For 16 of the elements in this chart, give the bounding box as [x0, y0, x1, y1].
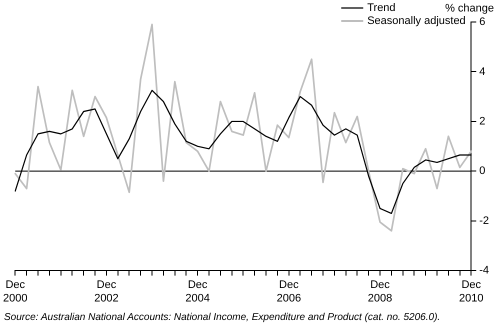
y-tick-label: -4 [479, 264, 489, 277]
y-tick-label: 2 [479, 115, 486, 128]
x-tick-label: Dec 2002 [94, 279, 119, 304]
x-tick-label: Dec 2004 [185, 279, 210, 304]
y-tick-label: 0 [479, 165, 486, 178]
y-axis-title: % change [445, 2, 494, 15]
x-tick-label: Dec 2000 [2, 279, 28, 304]
x-tick-label: Dec 2010 [458, 279, 484, 304]
legend-label: Trend [367, 2, 396, 14]
source-note: Source: Australian National Accounts: National Income, Expenditure and Product (cat. no. 5206.0). [3, 312, 442, 323]
legend-label: Seasonally adjusted [367, 15, 466, 28]
x-tick-label: Dec 2008 [368, 279, 392, 304]
y-tick-label: -2 [479, 214, 489, 227]
y-tick-label: 6 [479, 16, 486, 28]
y-tick-label: 4 [479, 66, 486, 78]
x-tick-label: Dec 2006 [276, 279, 302, 304]
